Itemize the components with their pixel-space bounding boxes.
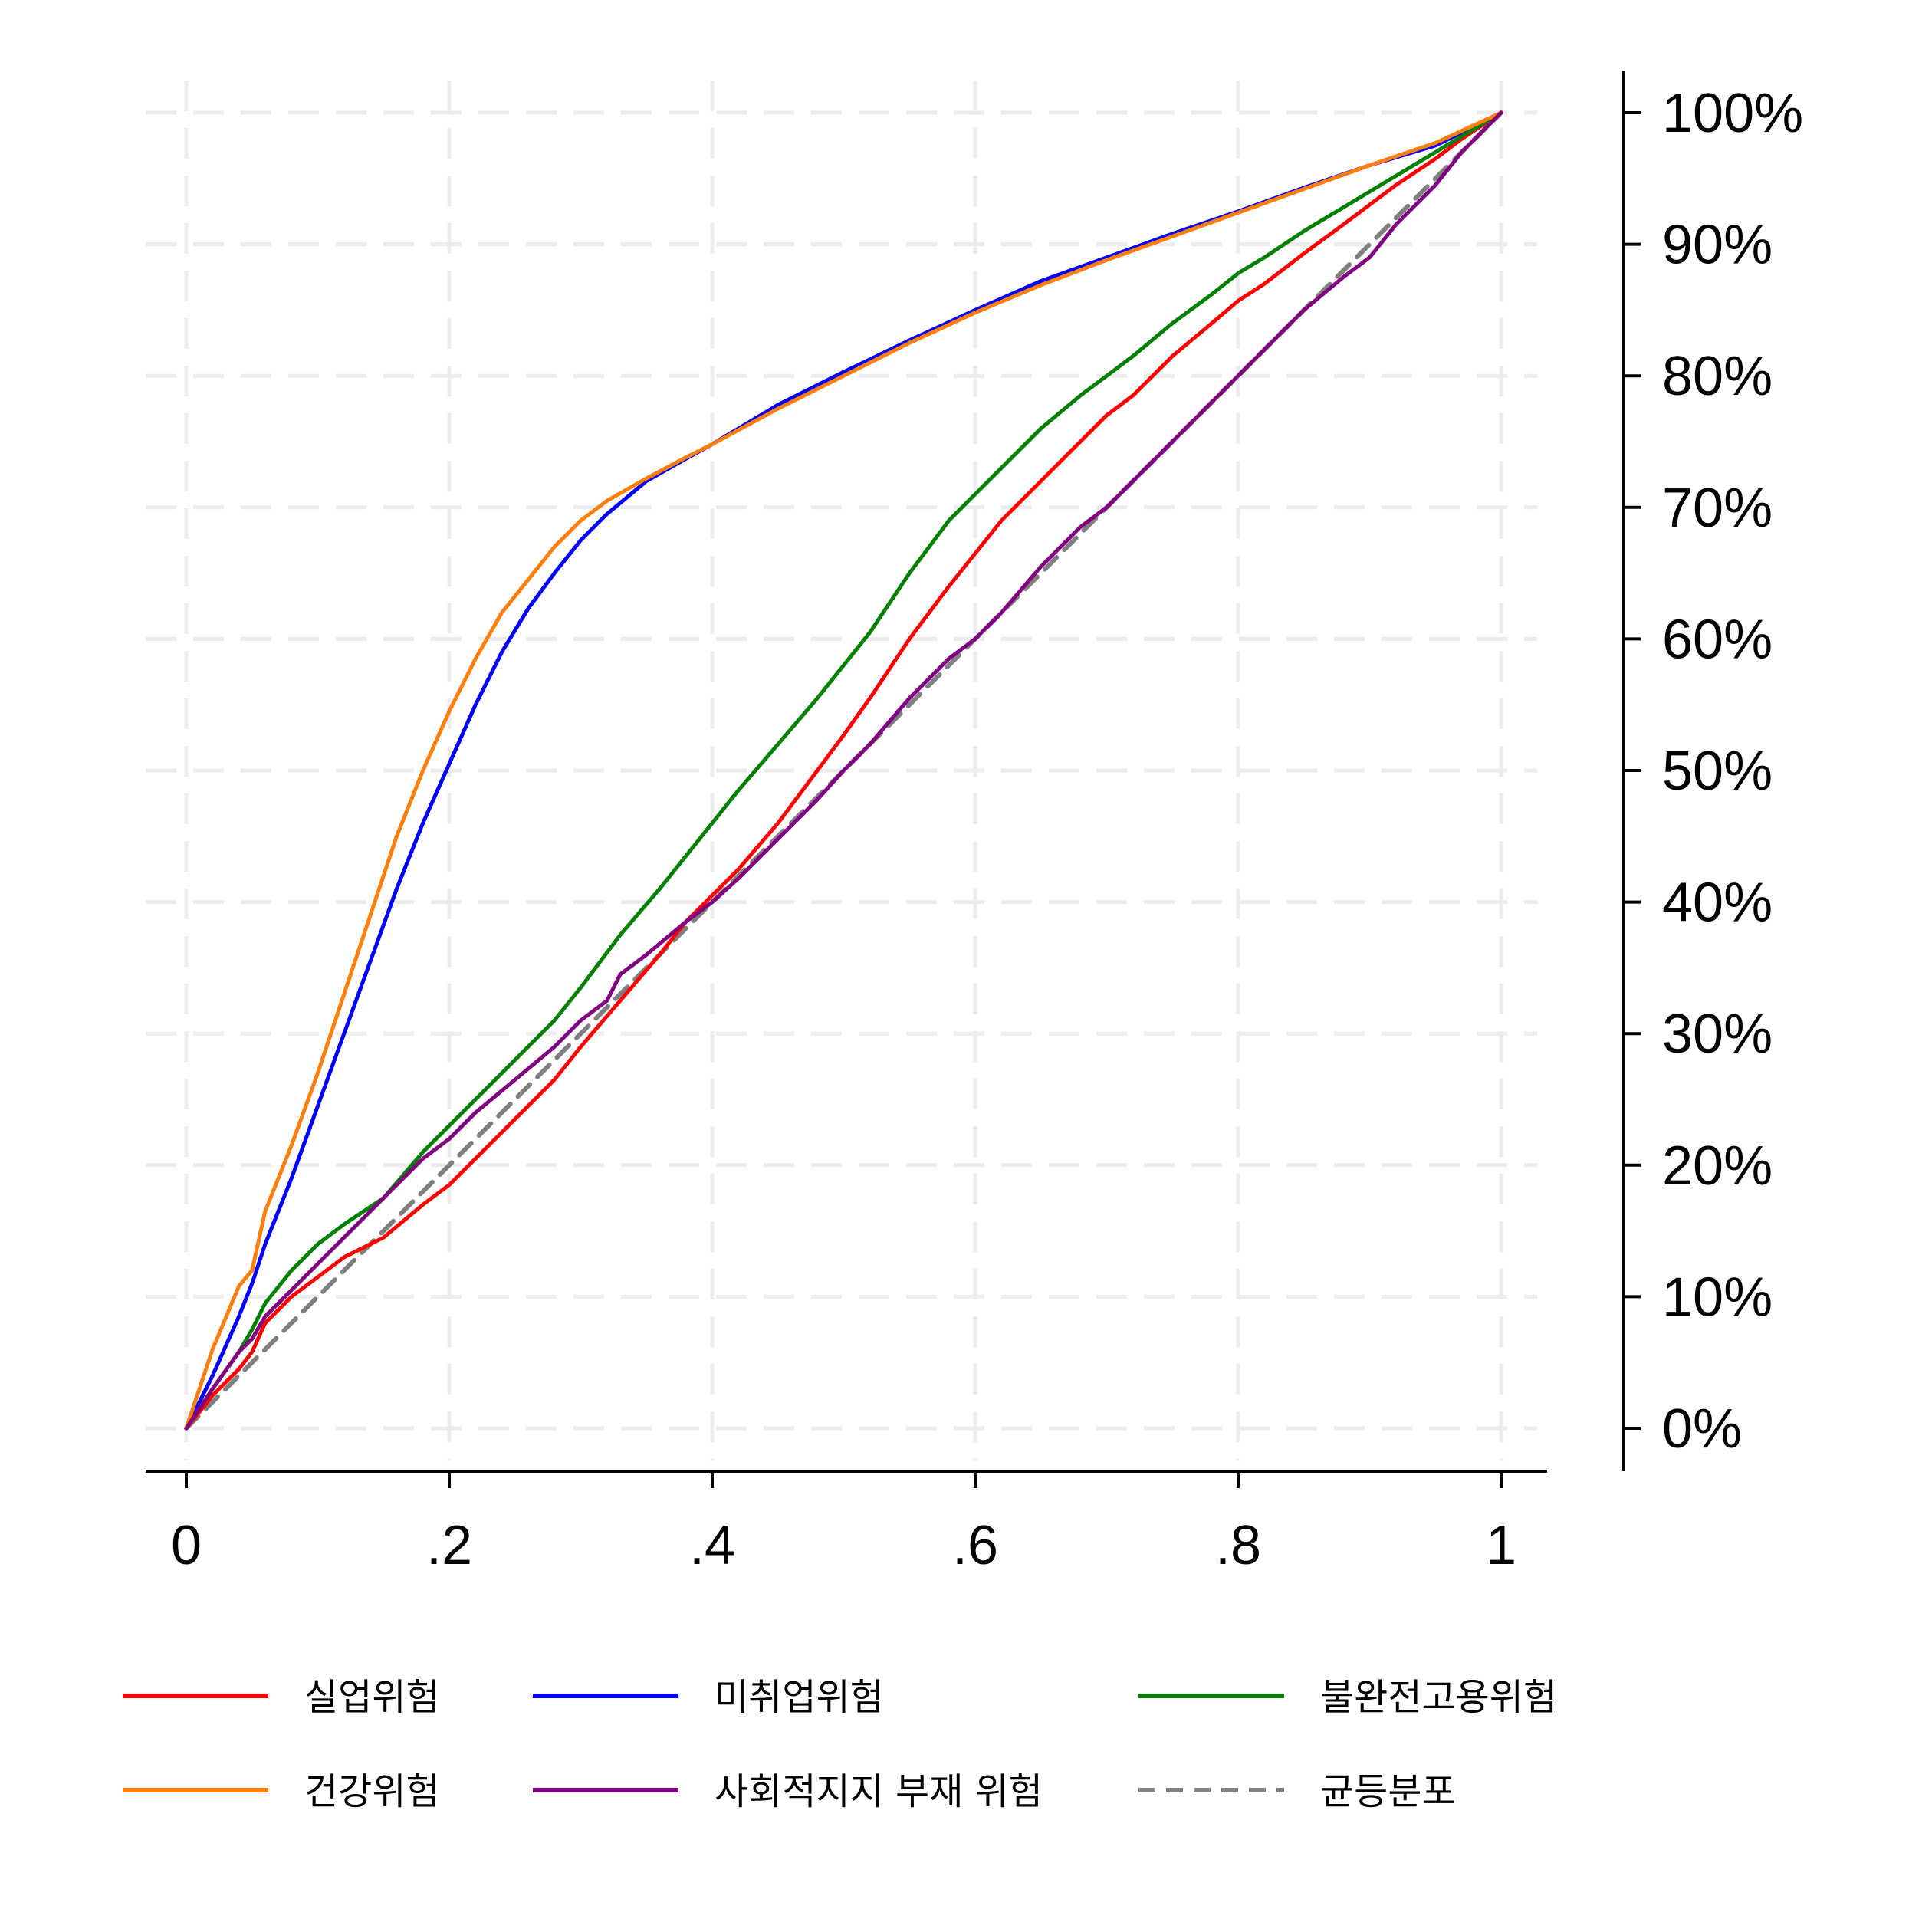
x-tick-label-3: .6	[952, 1515, 998, 1576]
x-tick-label-1: .2	[426, 1515, 472, 1576]
y-tick-label-8: 80%	[1662, 346, 1773, 407]
legend-label-1: 미취업위험	[715, 1676, 884, 1719]
y-tick-label-9: 90%	[1662, 215, 1773, 276]
y-tick-label-2: 20%	[1662, 1135, 1773, 1197]
y-tick-label-1: 10%	[1662, 1267, 1773, 1328]
y-tick-label-4: 40%	[1662, 872, 1773, 934]
series-line-3	[184, 110, 1503, 1431]
legend-label-4: 사회적지지 부재 위험	[715, 1770, 1043, 1813]
x-tick-label-4: .8	[1215, 1515, 1261, 1576]
legend-label-3: 건강위험	[304, 1770, 440, 1813]
series-line-1	[184, 110, 1503, 1431]
series-line-4	[184, 110, 1503, 1431]
grid-lines	[146, 80, 1537, 1460]
y-tick-label-6: 60%	[1662, 609, 1773, 670]
y-tick-label-5: 50%	[1662, 741, 1773, 802]
y-tick-label-3: 30%	[1662, 1004, 1773, 1065]
x-tick-label-5: 1	[1486, 1515, 1516, 1576]
x-tick-label-0: 0	[171, 1515, 202, 1576]
axes: 0.2.4.6.8 10%10%20%30%40%50%60%70%80%90%1…	[146, 71, 1803, 1576]
series-line-2	[184, 110, 1503, 1431]
y-tick-label-10: 100%	[1662, 83, 1803, 144]
y-tick-label-0: 0%	[1662, 1398, 1742, 1460]
y-tick-label-7: 70%	[1662, 478, 1773, 539]
legend-label-5: 균등분포	[1320, 1770, 1456, 1813]
legend-label-2: 불완전고용위험	[1320, 1676, 1557, 1719]
legend-label-0: 실업위험	[304, 1676, 440, 1719]
x-tick-label-2: .4	[689, 1515, 735, 1576]
series-layer	[184, 110, 1503, 1431]
series-line-0	[184, 110, 1503, 1431]
